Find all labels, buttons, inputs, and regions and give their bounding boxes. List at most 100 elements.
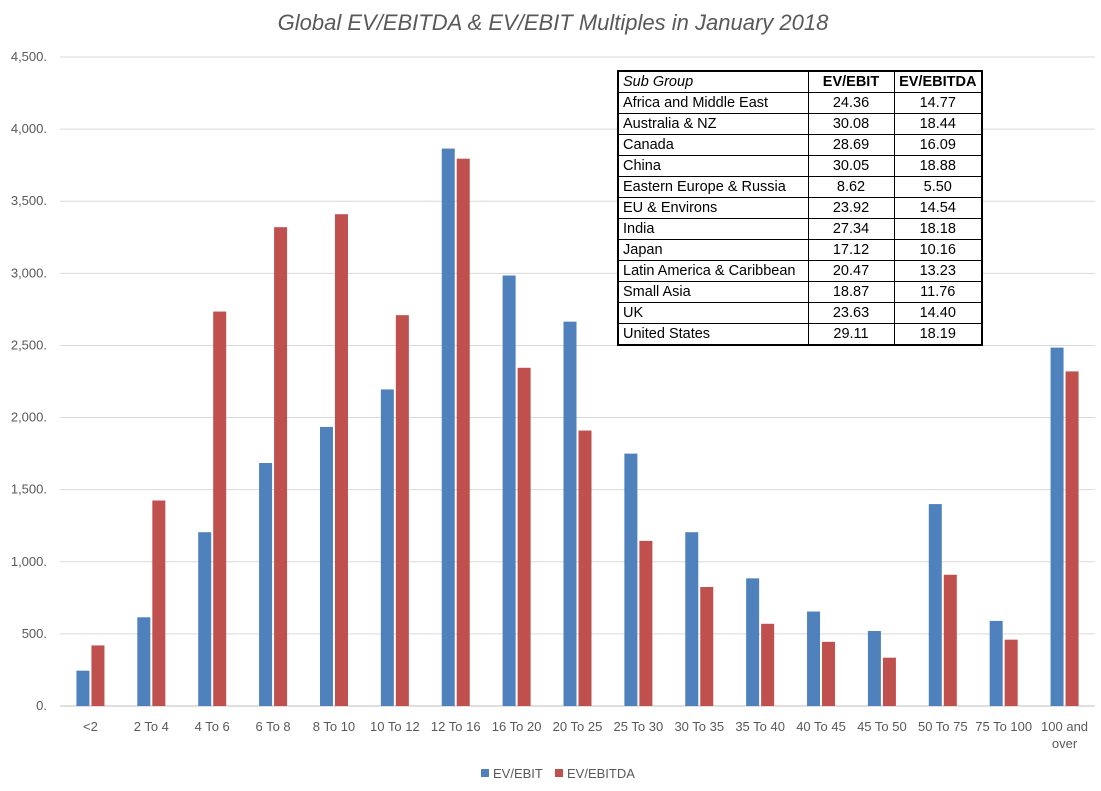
table-header-row: Sub Group EV/EBIT EV/EBITDA [617, 70, 983, 93]
bar-ev-ebit [624, 453, 638, 706]
x-tick-label: 20 To 25 [553, 719, 603, 734]
bar-ev-ebit [259, 462, 273, 706]
legend: EV/EBIT EV/EBITDA [481, 766, 635, 781]
bars [76, 148, 1079, 707]
bar-ev-ebit [1050, 347, 1064, 706]
x-tick-label: 25 To 30 [614, 719, 664, 734]
y-tick-label: 1,000. [11, 554, 47, 569]
table-cell-ev-ebit: 28.69 [807, 134, 895, 156]
table-row: Small Asia 18.87 11.76 [617, 281, 983, 303]
table-cell-ev-ebitda: 13.23 [893, 260, 983, 282]
legend-swatch-ev-ebitda [555, 769, 563, 777]
x-tick-label: 10 To 12 [370, 719, 420, 734]
bar-ev-ebitda [334, 214, 348, 707]
x-tick-label: 6 To 8 [255, 719, 290, 734]
table-cell-ev-ebit: 30.05 [807, 155, 895, 177]
y-tick-label: 3,500. [11, 193, 47, 208]
table-body: Africa and Middle East 24.36 14.77 Australi… [617, 92, 983, 346]
table-row: India 27.34 18.18 [617, 218, 983, 240]
table-row: Canada 28.69 16.09 [617, 134, 983, 156]
table-cell-ev-ebitda: 5.50 [893, 176, 983, 198]
table-row: Latin America & Caribbean 20.47 13.23 [617, 260, 983, 282]
table-header-ev-ebitda: EV/EBITDA [893, 70, 983, 93]
table-cell-ev-ebit: 17.12 [807, 239, 895, 261]
table-cell-sub-group: Australia & NZ [617, 113, 809, 135]
table-cell-ev-ebitda: 18.44 [893, 113, 983, 135]
bar-ev-ebitda [395, 315, 409, 706]
bar-ev-ebit [928, 504, 942, 706]
table-cell-ev-ebitda: 18.88 [893, 155, 983, 177]
x-tick-label: 45 To 50 [857, 719, 907, 734]
x-axis-ticks: <2 2 To 4 4 To 6 6 To 8 8 To 10 10 To 12 12 To… [83, 719, 1088, 751]
legend-label-ev-ebit: EV/EBIT [493, 766, 543, 781]
x-tick-label: 75 To 100 [975, 719, 1032, 734]
bar-ev-ebitda [943, 574, 957, 706]
table-cell-sub-group: China [617, 155, 809, 177]
table-cell-sub-group: EU & Environs [617, 197, 809, 219]
bar-ev-ebit [685, 532, 699, 706]
y-tick-label: 1,500. [11, 482, 47, 497]
table-cell-ev-ebitda: 16.09 [893, 134, 983, 156]
table-cell-ev-ebitda: 14.40 [893, 302, 983, 324]
bar-ev-ebit [198, 532, 212, 706]
table-cell-ev-ebitda: 14.77 [893, 92, 983, 114]
x-tick-label: 2 To 4 [134, 719, 169, 734]
legend-swatch-ev-ebit [481, 769, 489, 777]
bar-ev-ebitda [152, 500, 166, 706]
table-header-ev-ebit: EV/EBIT [807, 70, 895, 93]
bar-ev-ebitda [882, 657, 896, 706]
table-row: UK 23.63 14.40 [617, 302, 983, 324]
table-cell-ev-ebitda: 18.19 [893, 323, 983, 346]
x-tick-label: 30 To 35 [674, 719, 724, 734]
table-cell-sub-group: Small Asia [617, 281, 809, 303]
table-row: Eastern Europe & Russia 8.62 5.50 [617, 176, 983, 198]
table-cell-sub-group: UK [617, 302, 809, 324]
table-cell-ev-ebit: 8.62 [807, 176, 895, 198]
legend-label-ev-ebitda: EV/EBITDA [567, 766, 635, 781]
table-cell-sub-group: United States [617, 323, 809, 346]
x-tick-label: 12 To 16 [431, 719, 481, 734]
bar-ev-ebitda [1004, 639, 1018, 706]
table-cell-sub-group: Latin America & Caribbean [617, 260, 809, 282]
table-row: United States 29.11 18.19 [617, 323, 983, 346]
sub-group-table: Sub Group EV/EBIT EV/EBITDA Africa and M… [617, 70, 983, 346]
bar-ev-ebitda [1065, 371, 1079, 706]
y-tick-label: 500. [22, 626, 47, 641]
table-cell-sub-group: Eastern Europe & Russia [617, 176, 809, 198]
table-cell-ev-ebit: 30.08 [807, 113, 895, 135]
bar-ev-ebitda [639, 540, 653, 706]
table-cell-ev-ebit: 23.92 [807, 197, 895, 219]
table-cell-ev-ebit: 29.11 [807, 323, 895, 346]
table-cell-ev-ebit: 20.47 [807, 260, 895, 282]
bar-ev-ebit [746, 578, 760, 706]
bar-ev-ebit [76, 670, 90, 706]
bar-ev-ebitda [274, 227, 288, 706]
x-tick-label: 8 To 10 [313, 719, 355, 734]
table-cell-ev-ebitda: 14.54 [893, 197, 983, 219]
bar-ev-ebit [867, 631, 881, 706]
bar-ev-ebit [441, 148, 455, 706]
bar-ev-ebit [807, 611, 821, 706]
bar-ev-ebitda [517, 367, 531, 706]
bar-ev-ebit [137, 617, 151, 706]
x-tick-label: 4 To 6 [195, 719, 230, 734]
table-cell-ev-ebit: 18.87 [807, 281, 895, 303]
bar-ev-ebitda [700, 587, 714, 706]
bar-ev-ebitda [761, 623, 775, 706]
table-cell-ev-ebitda: 11.76 [893, 281, 983, 303]
table-cell-ev-ebit: 27.34 [807, 218, 895, 240]
table-cell-sub-group: Canada [617, 134, 809, 156]
bar-ev-ebit [319, 426, 333, 706]
table-row: Japan 17.12 10.16 [617, 239, 983, 261]
x-tick-label: 100 and over [1041, 719, 1088, 751]
table-row: Africa and Middle East 24.36 14.77 [617, 92, 983, 114]
table-row: Australia & NZ 30.08 18.44 [617, 113, 983, 135]
bar-ev-ebitda [822, 641, 836, 706]
y-tick-label: 2,000. [11, 410, 47, 425]
table-cell-ev-ebit: 23.63 [807, 302, 895, 324]
bar-ev-ebitda [578, 430, 592, 706]
table-cell-sub-group: Japan [617, 239, 809, 261]
table-row: China 30.05 18.88 [617, 155, 983, 177]
bar-ev-ebitda [213, 311, 227, 706]
chart-title: Global EV/EBITDA & EV/EBIT Multiples in … [278, 10, 829, 35]
